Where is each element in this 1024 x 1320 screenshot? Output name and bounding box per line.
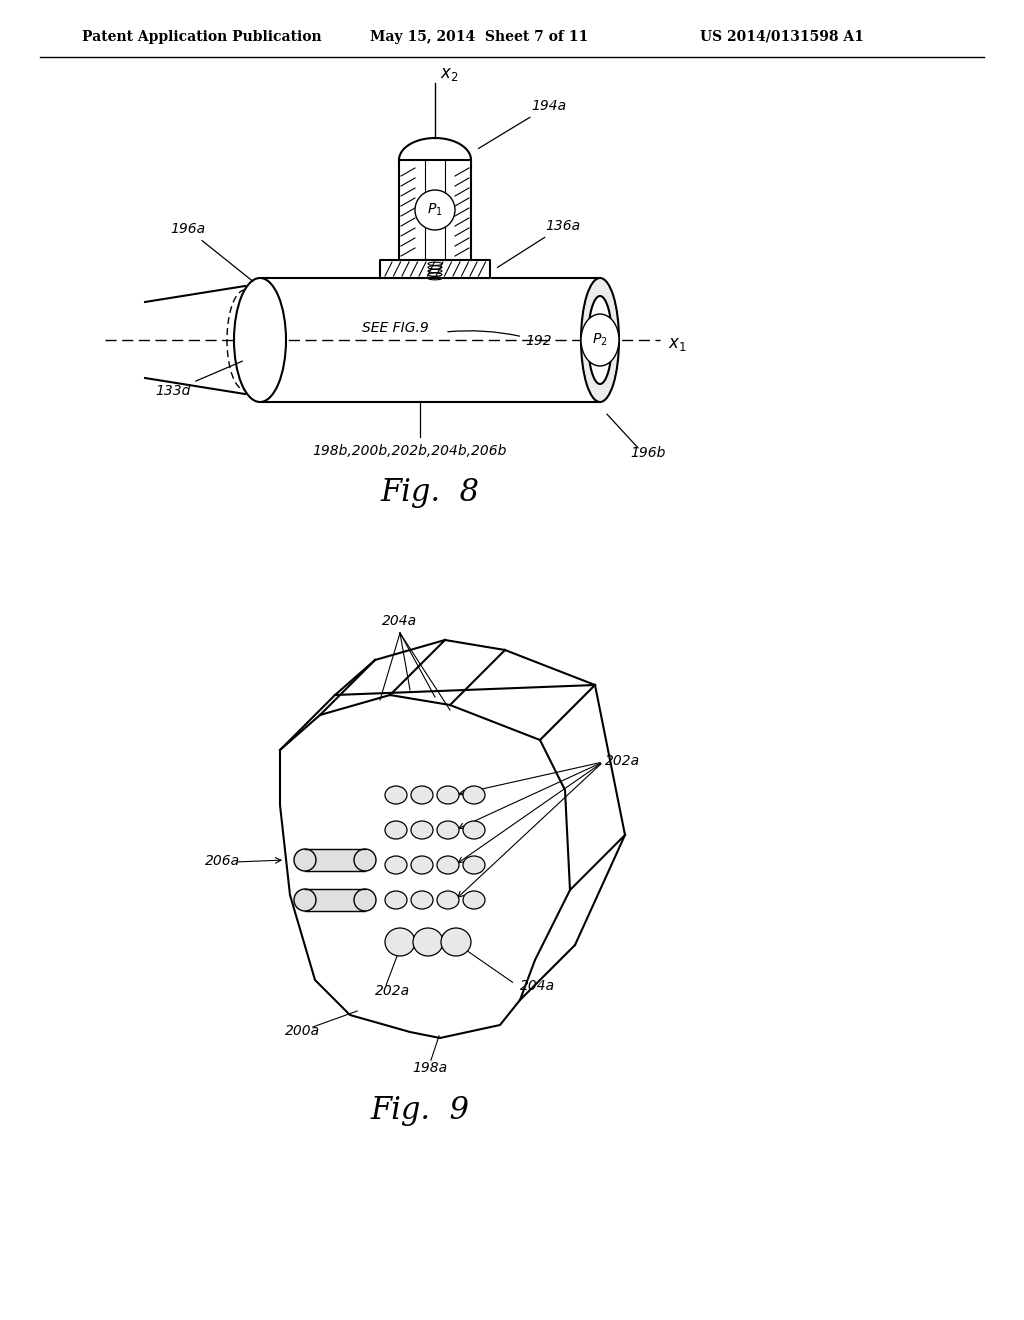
Ellipse shape bbox=[234, 279, 286, 403]
Text: 204a: 204a bbox=[382, 614, 418, 628]
Ellipse shape bbox=[463, 821, 485, 840]
Text: 196b: 196b bbox=[630, 446, 666, 459]
Ellipse shape bbox=[385, 928, 415, 956]
Polygon shape bbox=[380, 260, 490, 279]
Polygon shape bbox=[399, 160, 471, 260]
Ellipse shape bbox=[385, 855, 407, 874]
Ellipse shape bbox=[354, 849, 376, 871]
Text: 206a: 206a bbox=[205, 854, 240, 869]
Ellipse shape bbox=[294, 849, 316, 871]
Ellipse shape bbox=[294, 888, 316, 911]
Text: Fig.  8: Fig. 8 bbox=[381, 477, 479, 507]
Ellipse shape bbox=[385, 821, 407, 840]
Ellipse shape bbox=[411, 821, 433, 840]
Text: $P_2$: $P_2$ bbox=[592, 331, 608, 348]
Text: Fig.  9: Fig. 9 bbox=[371, 1094, 469, 1126]
Polygon shape bbox=[399, 139, 471, 160]
Ellipse shape bbox=[385, 785, 407, 804]
Ellipse shape bbox=[588, 296, 612, 384]
Ellipse shape bbox=[463, 855, 485, 874]
Text: 136a: 136a bbox=[498, 219, 581, 268]
Ellipse shape bbox=[385, 891, 407, 909]
Text: $x_2$: $x_2$ bbox=[440, 65, 459, 83]
Text: 133d: 133d bbox=[155, 362, 243, 399]
Text: 196a: 196a bbox=[170, 222, 253, 281]
Text: SEE FIG.9: SEE FIG.9 bbox=[361, 321, 428, 335]
Ellipse shape bbox=[441, 928, 471, 956]
Ellipse shape bbox=[411, 855, 433, 874]
Text: 202a: 202a bbox=[605, 754, 640, 768]
Text: 192: 192 bbox=[447, 331, 552, 348]
Ellipse shape bbox=[581, 314, 618, 366]
Text: 204a: 204a bbox=[520, 979, 555, 993]
Ellipse shape bbox=[437, 821, 459, 840]
Text: $P_1$: $P_1$ bbox=[427, 202, 442, 218]
Ellipse shape bbox=[463, 891, 485, 909]
Ellipse shape bbox=[354, 888, 376, 911]
Ellipse shape bbox=[415, 190, 455, 230]
Ellipse shape bbox=[437, 891, 459, 909]
Ellipse shape bbox=[437, 785, 459, 804]
Text: US 2014/0131598 A1: US 2014/0131598 A1 bbox=[700, 30, 864, 44]
Ellipse shape bbox=[437, 855, 459, 874]
Text: 194a: 194a bbox=[478, 99, 566, 149]
Ellipse shape bbox=[411, 785, 433, 804]
Text: $x_1$: $x_1$ bbox=[668, 335, 687, 352]
Polygon shape bbox=[305, 849, 365, 871]
Text: May 15, 2014  Sheet 7 of 11: May 15, 2014 Sheet 7 of 11 bbox=[370, 30, 588, 44]
Text: 198a: 198a bbox=[413, 1061, 447, 1074]
Text: 200a: 200a bbox=[285, 1024, 321, 1038]
Ellipse shape bbox=[413, 928, 443, 956]
Ellipse shape bbox=[411, 891, 433, 909]
Ellipse shape bbox=[581, 279, 618, 403]
Text: Patent Application Publication: Patent Application Publication bbox=[82, 30, 322, 44]
Polygon shape bbox=[305, 888, 365, 911]
Ellipse shape bbox=[463, 785, 485, 804]
Text: 198b,200b,202b,204b,206b: 198b,200b,202b,204b,206b bbox=[312, 444, 507, 458]
Text: 202a: 202a bbox=[375, 983, 411, 998]
Polygon shape bbox=[280, 696, 570, 1038]
